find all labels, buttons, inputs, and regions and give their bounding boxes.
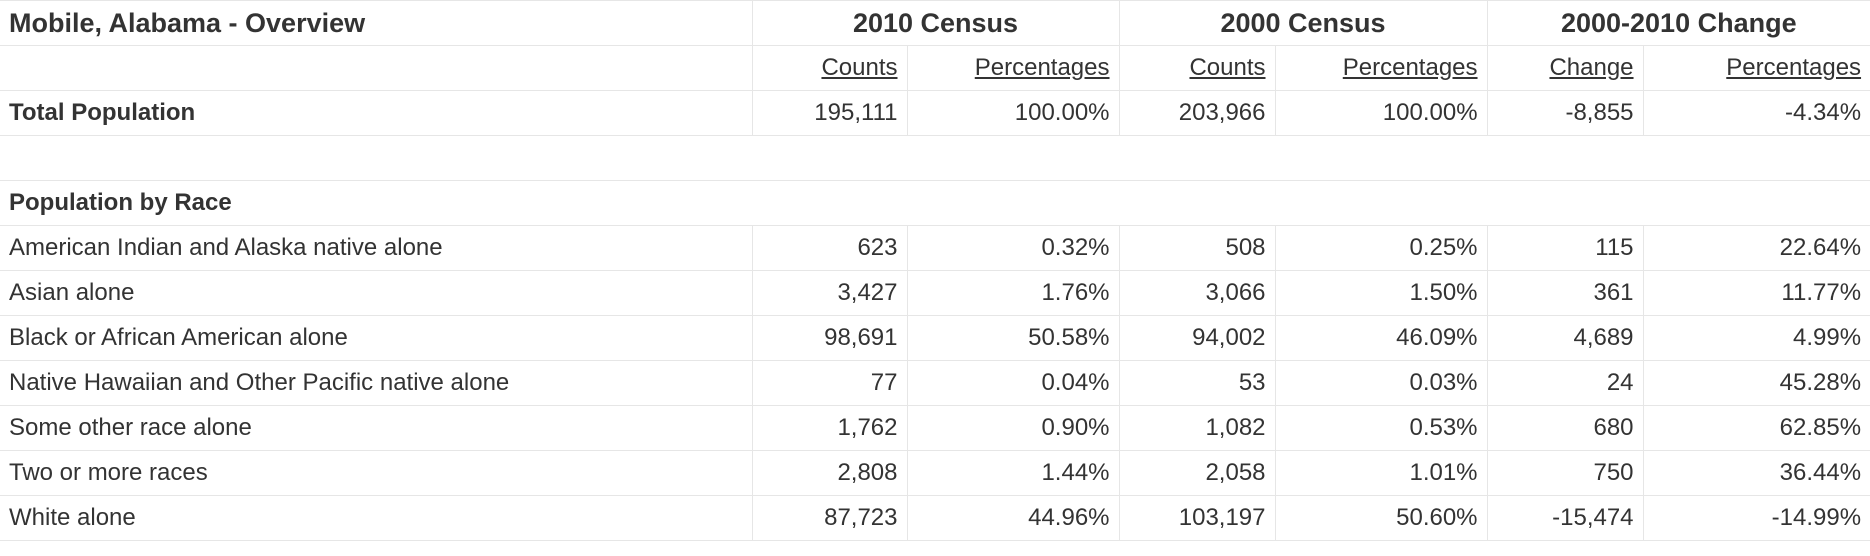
cell-2010-percentages: 44.96%	[907, 495, 1120, 541]
row-label: Some other race alone	[0, 405, 753, 451]
table-row: Black or African American alone 98,691 50.…	[0, 315, 1870, 361]
cell-2010-percentages: 0.32%	[907, 225, 1120, 271]
cell-2000-percentages: 50.60%	[1275, 495, 1488, 541]
table-row: Asian alone 3,427 1.76% 3,066 1.50% 361 11.77%	[0, 270, 1870, 316]
row-label: White alone	[0, 495, 753, 541]
row-label: Asian alone	[0, 270, 753, 316]
row-label: American Indian and Alaska native alone	[0, 225, 753, 271]
cell-change-percentages: 36.44%	[1643, 450, 1870, 496]
subheader-empty	[0, 45, 753, 91]
cell-change-percentages: 22.64%	[1643, 225, 1870, 271]
cell-change-percentages: -4.34%	[1643, 90, 1870, 136]
subheader-2000-counts[interactable]: Counts	[1119, 45, 1276, 91]
cell-change: 4,689	[1487, 315, 1644, 361]
subheader-row: Counts Percentages Counts Percentages Ch…	[0, 45, 1870, 91]
cell-change: 680	[1487, 405, 1644, 451]
cell-change-percentages: 11.77%	[1643, 270, 1870, 316]
section-header-row: Population by Race	[0, 180, 1870, 226]
cell-2000-counts: 94,002	[1119, 315, 1276, 361]
cell-2010-percentages: 0.90%	[907, 405, 1120, 451]
cell-change-percentages: 62.85%	[1643, 405, 1870, 451]
group-header-change: 2000-2010 Change	[1487, 0, 1870, 46]
row-label: Two or more races	[0, 450, 753, 496]
cell-change: 750	[1487, 450, 1644, 496]
cell-change: 361	[1487, 270, 1644, 316]
cell-2010-percentages: 100.00%	[907, 90, 1120, 136]
row-label: Total Population	[0, 90, 753, 136]
cell-2010-percentages: 50.58%	[907, 315, 1120, 361]
subheader-2010-percentages[interactable]: Percentages	[907, 45, 1120, 91]
cell-2000-counts: 103,197	[1119, 495, 1276, 541]
cell-2000-counts: 508	[1119, 225, 1276, 271]
table-title: Mobile, Alabama - Overview	[0, 0, 753, 46]
spacer-row	[0, 135, 1870, 181]
table-row: Native Hawaiian and Other Pacific native…	[0, 360, 1870, 406]
cell-2000-percentages: 0.03%	[1275, 360, 1488, 406]
cell-2000-percentages: 1.01%	[1275, 450, 1488, 496]
cell-2010-counts: 87,723	[752, 495, 908, 541]
cell-change-percentages: 45.28%	[1643, 360, 1870, 406]
table-row: White alone 87,723 44.96% 103,197 50.60% -15,…	[0, 495, 1870, 541]
race-rows: American Indian and Alaska native alone 6…	[0, 225, 1870, 541]
cell-2000-counts: 203,966	[1119, 90, 1276, 136]
cell-2010-percentages: 1.44%	[907, 450, 1120, 496]
subheader-2010-counts[interactable]: Counts	[752, 45, 908, 91]
cell-2000-percentages: 46.09%	[1275, 315, 1488, 361]
group-header-2010: 2010 Census	[752, 0, 1120, 46]
cell-2000-percentages: 0.25%	[1275, 225, 1488, 271]
cell-2010-counts: 3,427	[752, 270, 908, 316]
cell-2010-counts: 2,808	[752, 450, 908, 496]
table-row: American Indian and Alaska native alone 6…	[0, 225, 1870, 271]
cell-2010-counts: 1,762	[752, 405, 908, 451]
cell-2000-percentages: 100.00%	[1275, 90, 1488, 136]
cell-2000-percentages: 1.50%	[1275, 270, 1488, 316]
row-label: Black or African American alone	[0, 315, 753, 361]
table-row: Some other race alone 1,762 0.90% 1,082 0.53…	[0, 405, 1870, 451]
subheader-change[interactable]: Change	[1487, 45, 1644, 91]
cell-2000-counts: 53	[1119, 360, 1276, 406]
table-row: Two or more races 2,808 1.44% 2,058 1.01% 750…	[0, 450, 1870, 496]
cell-2000-counts: 1,082	[1119, 405, 1276, 451]
group-header-2000: 2000 Census	[1119, 0, 1488, 46]
subheader-2000-percentages[interactable]: Percentages	[1275, 45, 1488, 91]
row-label: Native Hawaiian and Other Pacific native…	[0, 360, 753, 406]
cell-change: 24	[1487, 360, 1644, 406]
cell-2010-percentages: 0.04%	[907, 360, 1120, 406]
cell-2010-counts: 623	[752, 225, 908, 271]
cell-change: 115	[1487, 225, 1644, 271]
cell-2000-percentages: 0.53%	[1275, 405, 1488, 451]
cell-2010-counts: 98,691	[752, 315, 908, 361]
cell-change: -15,474	[1487, 495, 1644, 541]
cell-2010-counts: 195,111	[752, 90, 908, 136]
census-overview-table: Mobile, Alabama - Overview 2010 Census 2…	[0, 0, 1870, 541]
total-population-row: Total Population 195,111 100.00% 203,966…	[0, 90, 1870, 136]
spacer-cell	[0, 135, 1870, 181]
cell-change-percentages: -14.99%	[1643, 495, 1870, 541]
cell-2000-counts: 3,066	[1119, 270, 1276, 316]
cell-change-percentages: 4.99%	[1643, 315, 1870, 361]
cell-2010-counts: 77	[752, 360, 908, 406]
cell-change: -8,855	[1487, 90, 1644, 136]
group-header-row: Mobile, Alabama - Overview 2010 Census 2…	[0, 0, 1870, 46]
cell-2000-counts: 2,058	[1119, 450, 1276, 496]
subheader-change-percentages[interactable]: Percentages	[1643, 45, 1870, 91]
section-title: Population by Race	[0, 180, 1870, 226]
cell-2010-percentages: 1.76%	[907, 270, 1120, 316]
